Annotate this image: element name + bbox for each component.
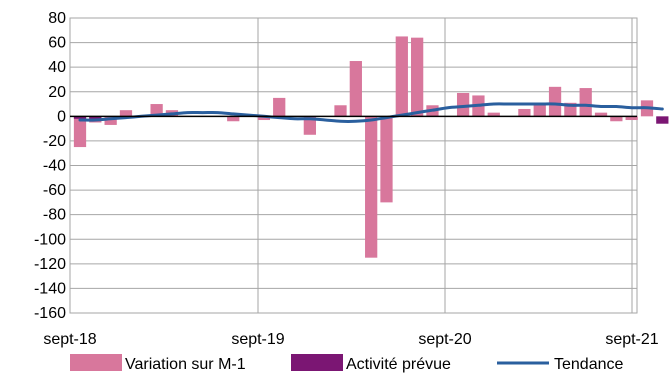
bar-variation (548, 86, 562, 117)
x-tick-labels: sept-18 sept-19 sept-20 sept-21 (43, 331, 658, 348)
bar-variation (104, 116, 117, 125)
bar-variation (380, 116, 393, 203)
legend-swatch (291, 354, 343, 371)
y-tick-labels: 80 60 40 20 0 -20 -40 -60 -80 -100 -120 -140 -160 (34, 10, 66, 322)
legend-label: Tendance (554, 356, 623, 373)
bar-variation (610, 116, 623, 122)
x-tick-label: sept-18 (43, 331, 96, 348)
bar-activite-prevue (89, 116, 102, 119)
bar-variation (73, 116, 87, 148)
x-tick-label: sept-19 (231, 331, 284, 348)
y-tick-label: -100 (34, 231, 66, 248)
bar-variation (456, 92, 470, 117)
y-tick-label: 60 (48, 35, 66, 52)
y-tick-label: -60 (43, 182, 66, 199)
legend-label: Variation sur M-1 (125, 356, 246, 373)
bar-variation (273, 97, 286, 117)
y-tick-label: -160 (34, 305, 66, 322)
bar-variation (150, 104, 163, 117)
legend-label: Activité prévue (346, 356, 451, 373)
y-tick-label: -40 (43, 158, 66, 175)
bar-activite-prevue (73, 116, 87, 119)
y-tick-label: 80 (48, 10, 66, 27)
bar-variation (349, 61, 362, 117)
y-tick-label: -120 (34, 256, 66, 273)
bar-variation (533, 105, 546, 117)
trend-line (78, 102, 664, 123)
bar-variation (594, 112, 608, 117)
bar-variation (625, 116, 638, 121)
x-tick-label: sept-21 (605, 331, 658, 348)
y-tick-label: -80 (43, 207, 66, 224)
bar-variation (227, 116, 240, 122)
bar-variation (579, 88, 592, 117)
y-tick-label: 40 (48, 59, 66, 76)
bar-variation (334, 105, 347, 117)
legend-variation: Variation sur M-1 (70, 354, 246, 373)
bar-variation (487, 112, 500, 117)
legend-tendance: Tendance (497, 356, 623, 373)
x-tick-label: sept-20 (418, 331, 471, 348)
y-tick-label: 20 (48, 84, 66, 101)
y-tick-label: -20 (43, 133, 66, 150)
bar-activite-prevue (656, 116, 669, 124)
bar-variation (303, 116, 316, 135)
bar-variation (395, 36, 408, 117)
bar-variation (119, 110, 133, 117)
trend-line-group (78, 102, 664, 123)
bar-variation (518, 108, 531, 117)
y-tick-label: 0 (57, 108, 66, 125)
legend-swatch (70, 354, 122, 371)
legend: Variation sur M-1 Activité prévue Tendance (70, 354, 623, 373)
bars (73, 36, 669, 258)
bar-variation (411, 37, 424, 117)
legend-activite: Activité prévue (291, 354, 451, 373)
y-tick-label: -140 (34, 280, 66, 297)
bar-variation (257, 116, 271, 121)
plot-frame (69, 17, 638, 314)
gridlines (69, 17, 638, 314)
bar-variation (365, 116, 378, 258)
